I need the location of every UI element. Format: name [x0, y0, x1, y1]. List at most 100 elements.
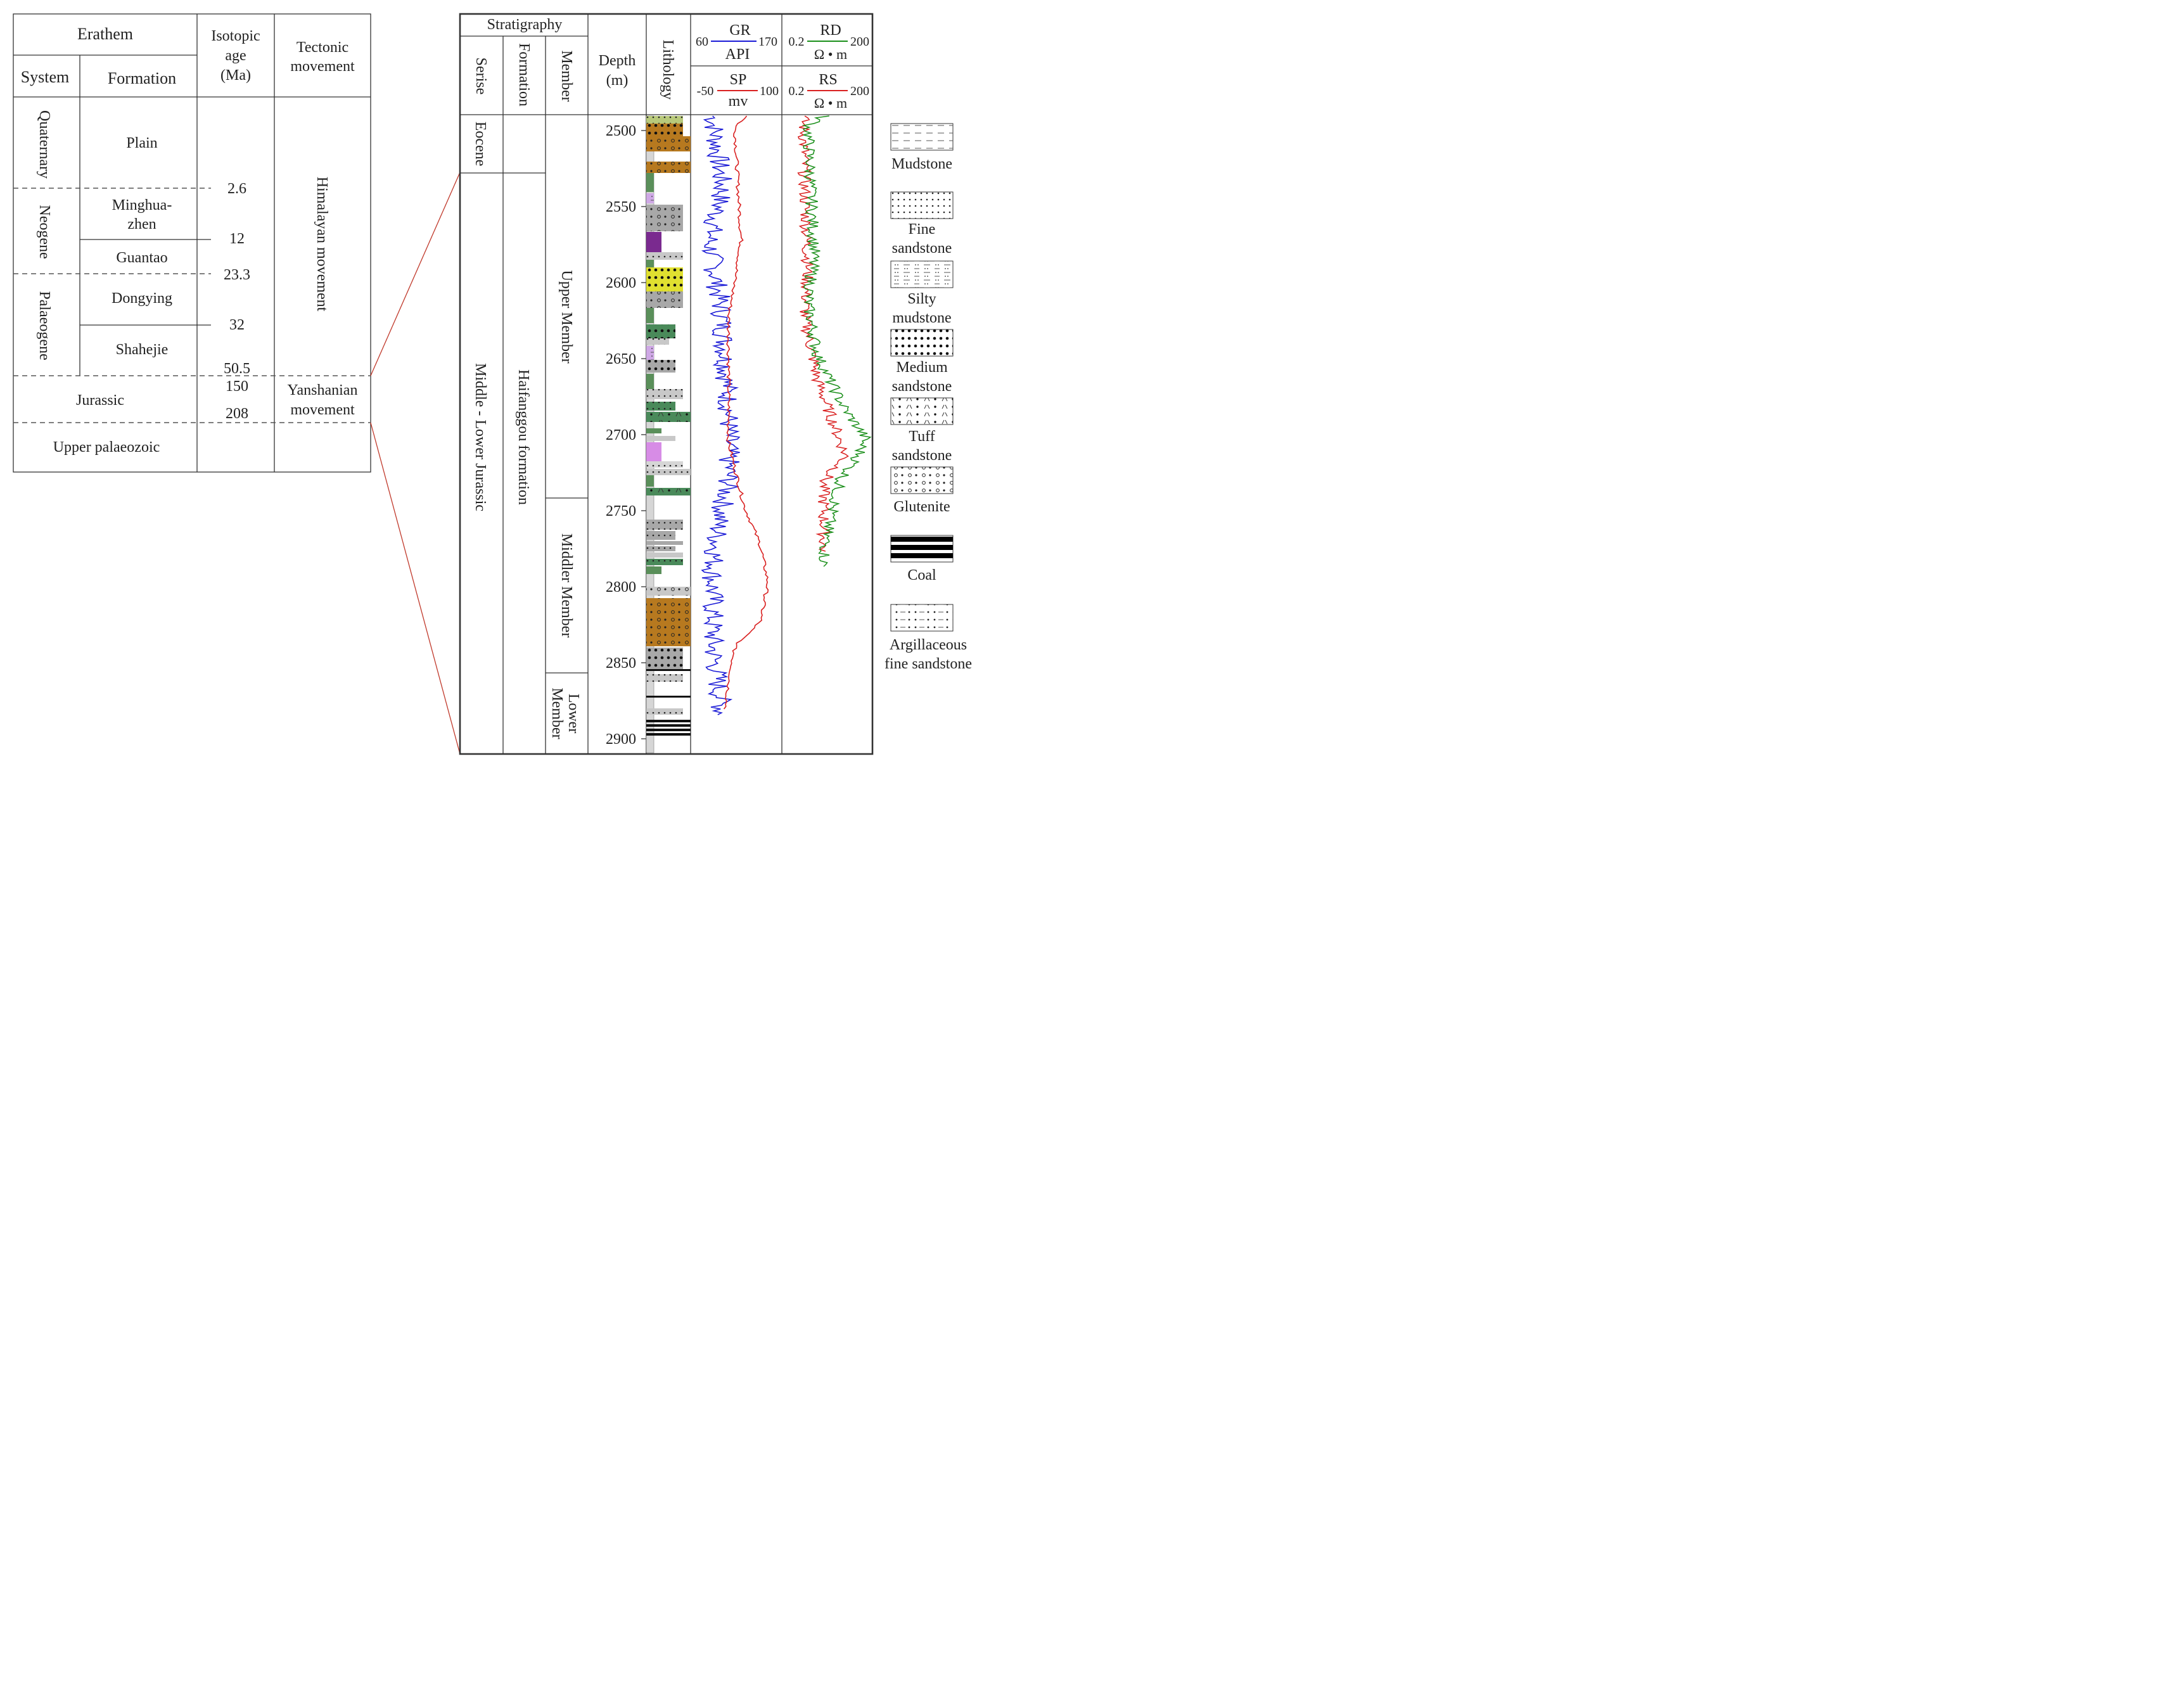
- legend-silty-mudstone: Silty mudstone: [890, 260, 954, 326]
- yanshanian-label-1: Yanshanian: [288, 382, 358, 399]
- member-lower-2: Member: [549, 687, 565, 739]
- formation-shahejie: Shahejie: [116, 342, 169, 358]
- age-label: 12: [229, 231, 245, 247]
- himalayan-movement-label: Himalayan movement: [314, 177, 330, 312]
- svg-text:mudstone: mudstone: [892, 310, 951, 326]
- svg-text:sandstone: sandstone: [892, 240, 952, 257]
- svg-text:mv: mv: [729, 93, 748, 110]
- rs-header: RS 0.2 200 Ω • m: [789, 72, 870, 111]
- formation-jurassic: Jurassic: [76, 392, 124, 409]
- formation-minghuazhen-2: zhen: [127, 216, 156, 233]
- gr-header: GR 60 170 API: [696, 22, 777, 63]
- lithology-header: Lithology: [660, 40, 676, 100]
- well-log-column: Stratigraphy Serise Formation Member Dep…: [459, 13, 874, 755]
- svg-text:fine sandstone: fine sandstone: [884, 656, 972, 672]
- serise-header: Serise: [473, 58, 489, 95]
- legend-argillaceous-fine-sandstone: Argillaceous fine sandstone: [884, 604, 972, 672]
- svg-text:2600: 2600: [606, 275, 636, 291]
- svg-text:-50: -50: [697, 84, 714, 98]
- member-middle: Middler Member: [558, 533, 575, 638]
- formation-dongying: Dongying: [112, 290, 172, 307]
- depth-tick: 2750: [606, 503, 646, 520]
- svg-text:SP: SP: [730, 72, 747, 88]
- series-middle-lower-jurassic: Middle - Lower Jurassic: [472, 363, 489, 511]
- svg-text:Coal: Coal: [907, 567, 936, 584]
- lithology-column: [646, 115, 691, 753]
- depth-tick: 2700: [606, 427, 646, 444]
- depth-tick: 2800: [606, 579, 646, 596]
- tectonic-header-2: movement: [290, 58, 355, 75]
- legend-fine-sandstone: Fine sandstone: [890, 191, 954, 257]
- depth-tick: 2550: [606, 199, 646, 215]
- legend-glutenite: Glutenite: [890, 466, 954, 515]
- age-label: 50.5: [224, 361, 250, 377]
- svg-text:0.2: 0.2: [789, 35, 805, 49]
- svg-text:2700: 2700: [606, 427, 636, 444]
- svg-text:Medium: Medium: [896, 359, 948, 376]
- svg-text:60: 60: [696, 35, 708, 49]
- sp-curve: [723, 115, 769, 710]
- svg-text:Tuff: Tuff: [909, 428, 935, 445]
- member-header: Member: [558, 50, 575, 101]
- svg-text:0.2: 0.2: [789, 84, 805, 98]
- svg-text:RS: RS: [819, 72, 837, 88]
- depth-tick: 2650: [606, 351, 646, 367]
- member-lower-1: Lower: [565, 694, 582, 734]
- stratigraphy-header: Stratigraphy: [487, 16, 563, 33]
- svg-text:Ω • m: Ω • m: [814, 46, 847, 62]
- geologic-time-table: Erathem System Formation Isotopic age (M…: [13, 13, 371, 473]
- sp-header: SP -50 100 mv: [697, 72, 779, 110]
- svg-text:200: 200: [850, 35, 869, 49]
- age-label: 2.6: [227, 181, 246, 197]
- svg-text:Glutenite: Glutenite: [893, 499, 950, 515]
- age-label: 32: [229, 317, 245, 333]
- formation-plain: Plain: [126, 135, 157, 151]
- isotopic-age-header-2: age: [225, 48, 246, 64]
- svg-text:2750: 2750: [606, 503, 636, 520]
- depth-tick: 2900: [606, 731, 646, 748]
- rd-curve: [797, 115, 849, 552]
- svg-text:sandstone: sandstone: [892, 447, 952, 464]
- legend-medium-sandstone: Medium sandstone: [890, 329, 954, 395]
- formation-col-header: Formation: [516, 43, 532, 106]
- svg-text:200: 200: [850, 84, 869, 98]
- stratigraphy-figure: Erathem System Formation Isotopic age (M…: [13, 13, 972, 755]
- svg-text:Silty: Silty: [907, 291, 936, 307]
- svg-text:Fine: Fine: [909, 221, 936, 238]
- svg-text:2500: 2500: [606, 123, 636, 139]
- rd-header: RD 0.2 200 Ω • m: [789, 22, 870, 62]
- depth-tick: 2850: [606, 655, 646, 672]
- connector-line-top: [370, 172, 461, 376]
- yanshanian-label-2: movement: [290, 402, 355, 418]
- svg-text:2650: 2650: [606, 351, 636, 367]
- tectonic-header-1: Tectonic: [297, 39, 348, 56]
- svg-text:GR: GR: [729, 22, 750, 39]
- depth-tick: 2600: [606, 275, 646, 291]
- system-palaeogene: Palaeogene: [36, 291, 53, 360]
- legend-coal: Coal: [890, 535, 954, 584]
- legend-tuff-sandstone: Tuff sandstone: [890, 397, 954, 464]
- svg-text:sandstone: sandstone: [892, 378, 952, 395]
- age-label: 23.3: [224, 267, 250, 283]
- svg-text:RD: RD: [820, 22, 841, 39]
- depth-header-2: (m): [606, 72, 629, 89]
- formation-haifanggou: Haifanggou formation: [515, 369, 532, 505]
- svg-text:2550: 2550: [606, 199, 636, 215]
- depth-header-1: Depth: [599, 53, 636, 69]
- svg-text:2850: 2850: [606, 655, 636, 672]
- svg-text:Argillaceous: Argillaceous: [890, 637, 967, 653]
- formation-guantao: Guantao: [116, 250, 167, 266]
- log-curves: [701, 115, 872, 715]
- formation-upper-palaeozoic: Upper palaeozoic: [53, 439, 160, 456]
- legend-mudstone: Mudstone: [890, 123, 954, 172]
- erathem-header: Erathem: [77, 25, 133, 43]
- age-label: 150: [226, 378, 248, 395]
- svg-text:170: 170: [758, 35, 777, 49]
- lithology-legend: Mudstone Fine sandstone Silty mudstone M…: [884, 123, 972, 672]
- svg-text:2900: 2900: [606, 731, 636, 748]
- series-eocene: Eocene: [472, 122, 489, 167]
- depth-tick: 2500: [606, 123, 646, 139]
- system-quaternary: Quaternary: [36, 110, 53, 179]
- isotopic-age-header-3: (Ma): [220, 67, 251, 84]
- formation-header: Formation: [108, 69, 176, 87]
